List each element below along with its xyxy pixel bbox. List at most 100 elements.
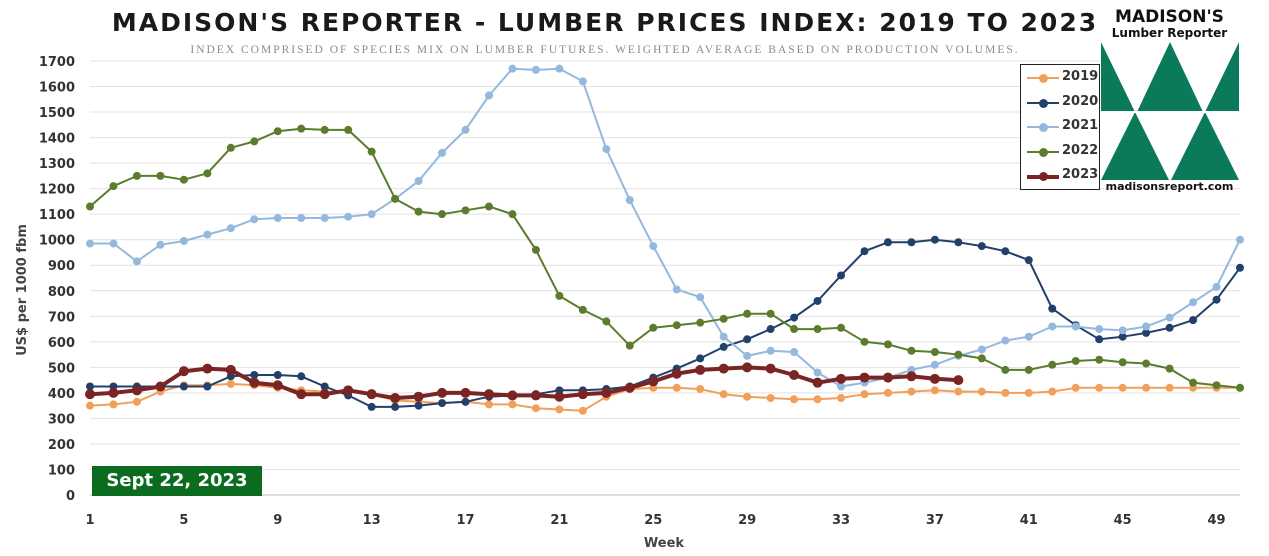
data-point-2023: [929, 373, 940, 384]
data-point-2021: [766, 346, 775, 355]
data-point-2021: [1071, 322, 1080, 331]
data-point-2022: [1142, 359, 1151, 368]
data-point-2023: [789, 370, 800, 381]
data-point-2021: [414, 176, 423, 185]
data-point-2023: [131, 385, 142, 396]
y-tick-label: 600: [48, 336, 75, 351]
data-point-2021: [696, 293, 705, 302]
data-point-2021: [743, 351, 752, 360]
data-point-2022: [1212, 381, 1221, 390]
x-tick-label: 25: [644, 513, 662, 528]
y-tick-label: 1000: [39, 234, 75, 249]
x-tick-label: 49: [1207, 513, 1225, 528]
legend-label: 2021: [1062, 118, 1099, 133]
data-point-2019: [508, 400, 517, 409]
data-point-2019: [1024, 388, 1033, 397]
data-point-2023: [202, 363, 213, 374]
x-axis-label: Week: [644, 536, 685, 551]
data-point-2021: [602, 145, 611, 154]
data-point-2022: [226, 143, 235, 152]
data-point-2020: [883, 238, 892, 247]
series-2021: [86, 64, 1244, 391]
data-point-2020: [1001, 247, 1010, 256]
data-point-2021: [297, 214, 306, 223]
data-point-2019: [930, 386, 939, 395]
data-point-2021: [719, 332, 728, 341]
data-point-2023: [319, 389, 330, 400]
logo-url: madisonsreport.com: [1105, 180, 1234, 193]
logo-name: MADISON'S: [1115, 7, 1224, 27]
y-tick-label: 800: [48, 285, 75, 300]
data-point-2022: [1189, 378, 1198, 387]
data-point-2021: [837, 382, 846, 391]
y-tick-label: 400: [48, 387, 75, 402]
data-point-2019: [578, 406, 587, 415]
y-tick-label: 200: [48, 438, 75, 453]
y-tick-label: 1300: [39, 157, 75, 172]
y-tick-label: 100: [48, 463, 75, 478]
data-point-2022: [1001, 365, 1010, 374]
data-point-2022: [930, 348, 939, 357]
data-point-2021: [1001, 336, 1010, 345]
data-point-2021: [179, 236, 188, 245]
data-point-2022: [438, 210, 447, 219]
data-point-2023: [765, 363, 776, 374]
data-point-2022: [484, 202, 493, 211]
data-point-2023: [906, 371, 917, 382]
logo-subtitle: Lumber Reporter: [1111, 26, 1228, 40]
data-point-2021: [367, 210, 376, 219]
data-point-2020: [766, 325, 775, 334]
data-point-2021: [508, 64, 517, 73]
data-point-2019: [531, 404, 540, 413]
legend-marker: [1039, 147, 1048, 157]
data-point-2019: [1001, 388, 1010, 397]
data-point-2022: [883, 340, 892, 349]
data-point-2023: [437, 387, 448, 398]
data-point-2022: [1071, 356, 1080, 365]
data-point-2023: [530, 390, 541, 401]
data-point-2021: [1095, 325, 1104, 334]
x-tick-label: 21: [550, 513, 568, 528]
legend-label: 2022: [1062, 142, 1099, 158]
data-point-2023: [507, 390, 518, 401]
y-tick-label: 1700: [39, 55, 75, 70]
data-point-2023: [718, 363, 729, 374]
data-point-2023: [836, 373, 847, 384]
data-point-2020: [1165, 323, 1174, 332]
data-point-2021: [273, 214, 282, 223]
data-point-2022: [344, 125, 353, 134]
data-point-2023: [460, 387, 471, 398]
data-point-2020: [977, 242, 986, 251]
data-point-2022: [672, 321, 681, 330]
data-point-2021: [790, 348, 799, 357]
x-tick-labels: 1 5 9 13 17 21 25 29 33 37 41 45 49: [85, 513, 1225, 528]
y-tick-label: 1200: [39, 183, 75, 198]
y-tick-label: 700: [48, 310, 75, 325]
data-point-2020: [813, 296, 822, 305]
data-point-2021: [977, 345, 986, 354]
data-point-2021: [531, 65, 540, 74]
data-point-2022: [649, 323, 658, 332]
chart-subtitle: INDEX COMPRISED OF SPECIES MIX ON LUMBER…: [190, 44, 1020, 56]
data-point-2020: [696, 354, 705, 363]
data-point-2023: [249, 377, 260, 388]
data-point-2020: [930, 235, 939, 244]
data-point-2023: [577, 389, 588, 400]
x-tick-label: 41: [1020, 513, 1038, 528]
data-point-2023: [648, 376, 659, 387]
data-point-2021: [1142, 322, 1151, 331]
data-point-2021: [461, 125, 470, 134]
data-point-2020: [391, 402, 400, 411]
data-point-2023: [671, 368, 682, 379]
data-point-2021: [649, 242, 658, 251]
data-point-2020: [907, 238, 916, 247]
data-point-2022: [1236, 383, 1244, 392]
data-point-2022: [414, 207, 423, 216]
data-point-2022: [320, 125, 329, 134]
data-point-2022: [860, 337, 869, 346]
data-point-2022: [743, 309, 752, 318]
series-line-2023: [89, 365, 959, 400]
series-2023: [85, 362, 964, 403]
data-point-2022: [837, 323, 846, 332]
data-point-2022: [555, 291, 564, 300]
